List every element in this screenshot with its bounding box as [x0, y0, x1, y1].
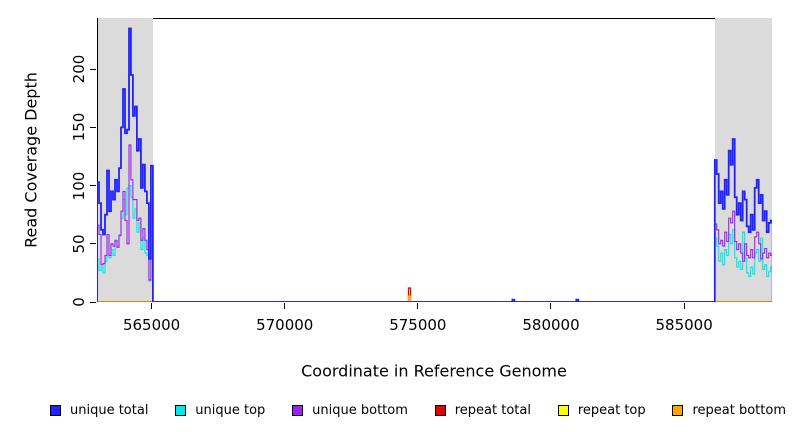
legend-swatch-icon — [557, 404, 569, 416]
x-tick-label: 580000 — [522, 316, 580, 334]
legend-swatch-icon — [175, 404, 187, 416]
legend-swatch-icon — [50, 404, 61, 416]
x-tick-mark — [151, 303, 153, 309]
legend-label: repeat bottom — [692, 402, 786, 418]
legend-item-unique-top: unique top — [175, 403, 265, 418]
y-tick-label: 200 — [70, 54, 88, 84]
legend-label: repeat total — [454, 402, 531, 418]
legend-item-repeat-bottom: repeat bottom — [672, 403, 786, 418]
legend-item-repeat-total: repeat total — [434, 402, 531, 418]
x-tick-label: 570000 — [256, 316, 314, 334]
highlight-band — [715, 18, 772, 302]
plot-area — [97, 18, 772, 302]
series-unique-top — [97, 185, 772, 302]
x-tick-mark — [683, 303, 685, 309]
legend-label: unique top — [195, 402, 266, 418]
y-tick-mark — [90, 185, 96, 187]
legend-label: unique bottom — [312, 402, 408, 418]
y-tick-mark — [90, 126, 96, 128]
legend-label: unique total — [70, 402, 149, 418]
x-tick-mark — [550, 303, 552, 309]
legend-swatch-icon — [292, 404, 304, 416]
legend: unique total unique top unique bottom repea… — [50, 401, 786, 419]
plot-canvas — [97, 18, 772, 302]
legend-label: repeat top — [577, 402, 646, 418]
series-unique-bottom — [97, 144, 772, 302]
x-tick-mark — [284, 303, 286, 309]
series-repeat-total — [97, 287, 772, 302]
y-tick-label: 100 — [70, 171, 88, 200]
series-repeat-bottom — [97, 295, 772, 302]
legend-swatch-icon — [434, 404, 446, 416]
legend-swatch-icon — [672, 404, 684, 416]
y-tick-mark — [90, 68, 96, 70]
x-tick-mark — [417, 303, 419, 309]
x-tick-label: 585000 — [655, 316, 713, 334]
legend-item-unique-total: unique total — [50, 403, 148, 418]
y-tick-label: 150 — [70, 113, 88, 142]
highlight-band — [97, 18, 153, 302]
y-tick-mark — [90, 301, 96, 303]
legend-item-unique-bottom: unique bottom — [292, 403, 408, 418]
legend-item-repeat-top: repeat top — [557, 402, 646, 418]
x-axis-title: Coordinate in Reference Genome — [301, 361, 567, 381]
y-tick-mark — [90, 243, 96, 245]
series-repeat-top — [97, 293, 772, 302]
series-unique-total — [97, 27, 772, 302]
y-tick-label: 50 — [70, 234, 88, 254]
plot-frame — [97, 18, 772, 302]
x-tick-label: 575000 — [389, 316, 447, 334]
y-tick-label: 0 — [70, 297, 88, 307]
y-axis-title: Read Coverage Depth — [21, 72, 41, 248]
x-tick-label: 565000 — [122, 316, 181, 334]
